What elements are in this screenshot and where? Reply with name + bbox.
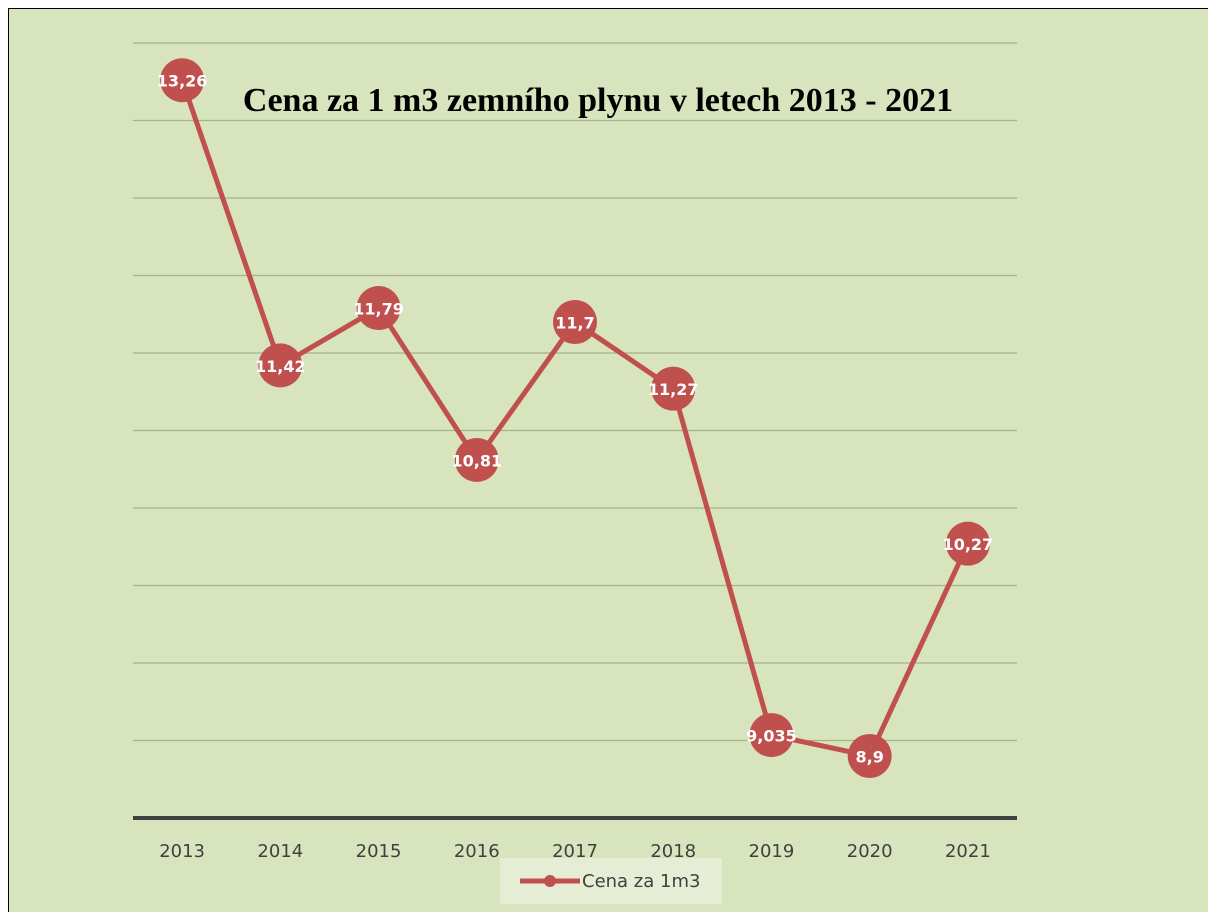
marker	[356, 286, 401, 331]
marker	[160, 58, 205, 103]
marker	[553, 300, 597, 344]
x-tick-label: 2021	[945, 841, 991, 862]
data-label: 13,26	[157, 72, 208, 91]
marker	[945, 521, 990, 566]
marker	[258, 343, 303, 388]
legend-marker	[544, 875, 556, 887]
marker	[454, 437, 499, 482]
x-tick-label: 2017	[552, 841, 598, 862]
marker	[749, 713, 794, 758]
data-label: 10,27	[943, 535, 994, 554]
data-label: 11,27	[648, 380, 699, 399]
chart-title: Cena za 1 m3 zemního plynu v letech 2013…	[243, 82, 953, 119]
data-label: 8,9	[855, 748, 883, 767]
legend-label: Cena za 1m3	[582, 871, 700, 892]
x-tick-label: 2018	[650, 841, 696, 862]
x-tick-label: 2014	[257, 841, 303, 862]
legend: Cena za 1m3	[520, 871, 700, 892]
marker	[847, 734, 892, 778]
data-label: 11,7	[555, 314, 594, 333]
x-tick-label: 2019	[749, 841, 795, 862]
chart-background	[8, 8, 1208, 912]
marker	[651, 366, 696, 411]
data-label: 11,79	[353, 300, 404, 319]
x-tick-label: 2015	[356, 841, 402, 862]
data-label: 10,81	[451, 451, 502, 470]
x-tick-label: 2013	[159, 841, 205, 862]
x-tick-label: 2020	[847, 841, 893, 862]
x-tick-label: 2016	[454, 841, 500, 862]
data-label: 9,035	[746, 727, 797, 746]
data-label: 11,42	[255, 357, 306, 376]
plot: 13,26 11,42 11,79 10,81 11,7 11,27 9,035 8,9 10,…	[157, 58, 993, 778]
